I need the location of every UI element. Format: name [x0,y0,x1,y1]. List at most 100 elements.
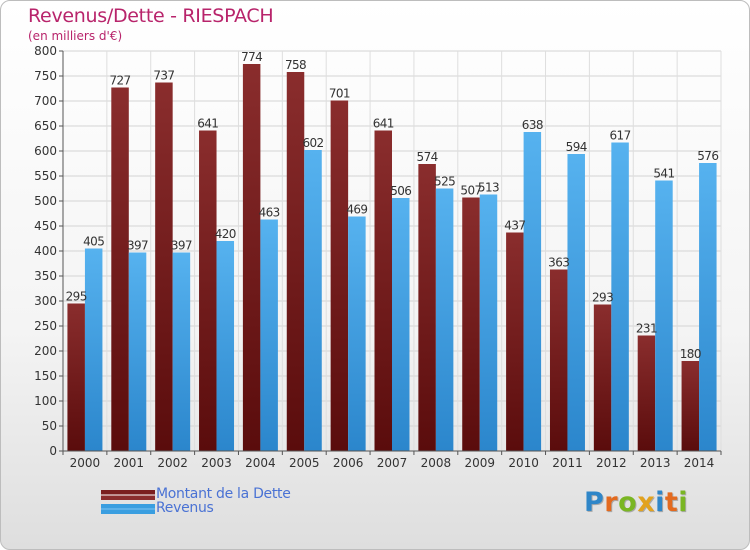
bar-dette [155,82,173,451]
x-tick-label: 2008 [421,456,452,470]
data-label: 541 [653,167,674,181]
bar-dette [199,130,217,451]
y-tick-label: 450 [34,219,57,233]
bar-revenus [260,219,278,451]
y-tick-label: 400 [34,244,57,258]
data-label: 506 [390,184,411,198]
x-tick-label: 2014 [684,456,715,470]
y-tick-label: 800 [34,44,57,58]
y-tick-label: 300 [34,294,57,308]
logo-letter: i [678,487,689,518]
data-label: 576 [697,149,718,163]
legend-label-revenus: Revenus [156,500,214,516]
data-label: 638 [522,118,543,132]
y-tick-label: 650 [34,119,57,133]
x-tick-label: 2010 [508,456,539,470]
data-label: 641 [373,117,394,131]
proxiti-logo: Proxiti [584,487,688,518]
data-label: 594 [566,140,587,154]
x-axis: 2000 2001 2002 2003 2004 2005 2006 2007 2008 2009… [62,450,722,470]
logo-letter: x [637,487,656,518]
bar-dette [506,232,524,451]
x-tick-label: 2000 [70,456,101,470]
x-tick-label: 2006 [333,456,364,470]
x-tick-label: 2002 [157,456,188,470]
logo-letter: P [584,487,605,518]
y-tick-label: 550 [34,169,57,183]
data-label: 363 [548,256,569,270]
logo-letter: t [664,487,679,518]
y-tick-label: 600 [34,144,57,158]
x-tick-label: 2004 [245,456,276,470]
bar-dette [593,304,612,451]
bar-revenus [128,252,147,451]
bar-dette [637,335,656,451]
data-label: 525 [434,175,455,189]
y-tick-label: 150 [34,369,57,383]
bar-dette [330,100,349,451]
data-label: 397 [171,239,192,253]
data-label: 295 [66,290,87,304]
bar-dette [111,87,129,451]
data-label: 420 [215,227,236,241]
data-label: 507 [460,184,481,198]
x-tick-label: 2009 [464,456,495,470]
bar-dette [374,130,392,451]
y-tick-label: 200 [34,344,57,358]
bar-dette [67,303,85,451]
chart-title: Revenus/Dette - RIESPACH [28,5,274,27]
x-tick-label: 2001 [114,456,145,470]
x-tick-label: 2007 [377,456,408,470]
data-label: 405 [83,235,104,249]
data-label: 641 [197,117,218,131]
bar-revenus [84,248,103,451]
data-labels: 295 727 737 641 774 758 701 641 574 507 437 363 293 2… [66,50,719,361]
bar-revenus [523,132,542,451]
data-label: 397 [127,239,148,253]
bar-revenus [304,150,322,451]
data-label: 513 [478,181,499,195]
legend-swatch-revenus [101,504,155,514]
x-tick-label: 2011 [552,456,583,470]
data-label: 574 [417,150,438,164]
y-axis: 0 50 100 150 200 250 300 350 400 450 500 550 600 650 7… [34,44,64,458]
y-tick-label: 750 [34,69,57,83]
data-label: 469 [346,203,367,217]
bar-dette [242,64,261,451]
legend-swatch-debt [101,490,155,500]
chart-subtitle: (en milliers d'€) [28,29,123,43]
data-label: 293 [592,291,613,305]
bar-revenus [479,194,498,451]
data-label: 701 [329,87,350,101]
bar-revenus [435,188,454,451]
bar-dette [418,164,436,451]
y-tick-label: 0 [49,444,57,458]
legend-label-debt: Montant de la Dette [156,486,291,502]
y-tick-label: 50 [42,419,57,433]
data-label: 231 [636,322,657,336]
bar-revenus [567,154,585,451]
y-tick-label: 250 [34,319,57,333]
data-label: 602 [302,136,323,150]
logo-letter: i [655,487,665,518]
x-tick-label: 2012 [596,456,627,470]
x-tick-label: 2005 [289,456,320,470]
bar-revenus [611,142,629,451]
data-label: 463 [259,206,280,220]
data-label: 180 [680,347,701,361]
bar-revenus [699,163,717,451]
y-tick-label: 700 [34,94,57,108]
bar-revenus [216,241,235,451]
data-label: 437 [504,219,525,233]
bars [67,64,717,451]
y-tick-label: 350 [34,269,57,283]
logo-letter: r [604,487,619,518]
data-label: 774 [241,50,262,64]
bar-revenus [392,198,410,451]
y-tick-label: 500 [34,194,57,208]
y-tick-label: 100 [34,394,57,408]
data-label: 727 [109,74,130,88]
data-label: 737 [153,69,174,83]
bar-revenus [172,252,191,451]
